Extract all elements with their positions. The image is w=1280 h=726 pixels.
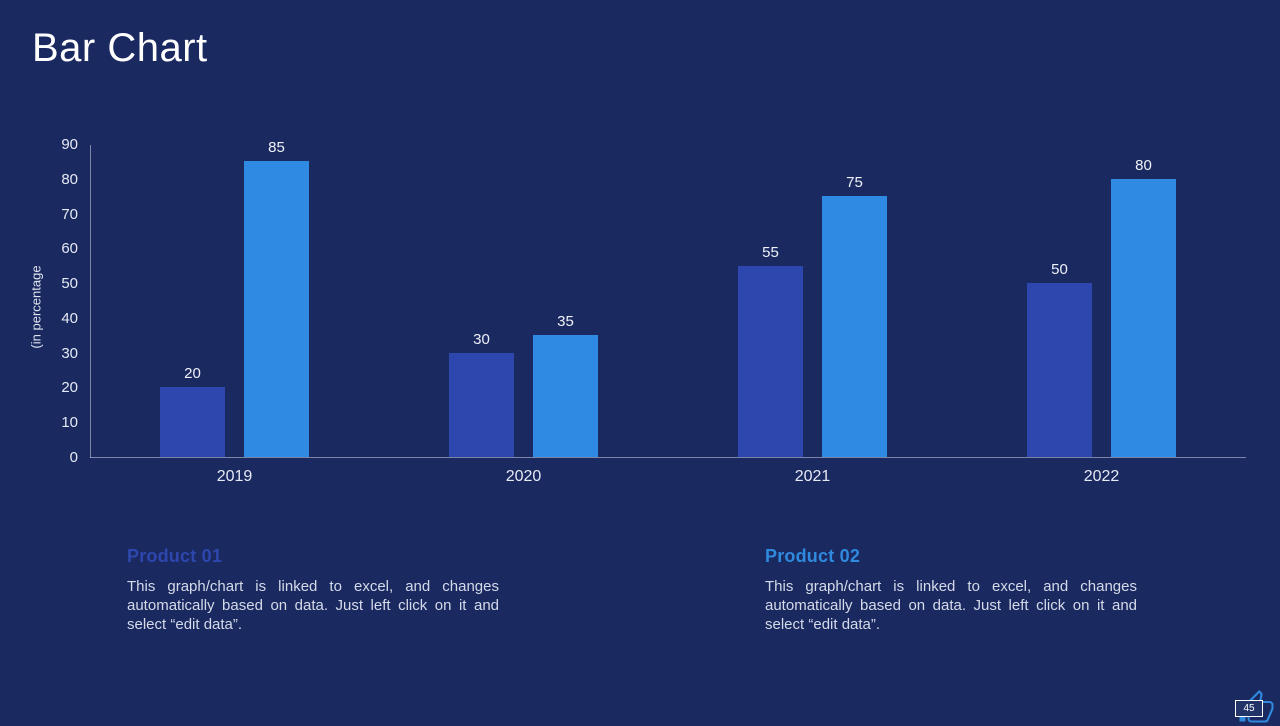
y-tick-label: 60	[61, 240, 78, 258]
note-product-01: Product 01 This graph/chart is linked to…	[127, 546, 499, 634]
bar-value-label: 50	[1051, 261, 1068, 279]
bar-value-label: 20	[184, 365, 201, 383]
x-axis-line	[90, 457, 1246, 458]
note-body-product-01: This graph/chart is linked to excel, and…	[127, 578, 499, 633]
x-tick-label-2022: 2022	[1083, 468, 1120, 485]
page-badge: 45	[1232, 686, 1276, 723]
bar-product-01-2019[interactable]	[160, 387, 225, 457]
y-tick-label: 10	[61, 414, 78, 432]
page-title: Bar Chart	[32, 26, 208, 70]
x-tick-label-2021: 2021	[794, 468, 831, 485]
y-axis-line	[90, 145, 91, 458]
bar-product-02-2022[interactable]	[1111, 178, 1176, 457]
bar-value-label: 75	[846, 174, 863, 192]
bar-value-label: 55	[762, 243, 779, 261]
y-tick-label: 50	[61, 275, 78, 293]
note-product-02: Product 02 This graph/chart is linked to…	[765, 546, 1137, 634]
page-number: 45	[1235, 700, 1263, 717]
y-tick-label: 30	[61, 344, 78, 362]
bar-product-02-2020[interactable]	[533, 335, 598, 457]
bar-value-label: 85	[268, 139, 285, 157]
bar-product-02-2021[interactable]	[822, 196, 887, 457]
y-tick-label: 90	[61, 136, 78, 153]
bar-product-01-2020[interactable]	[449, 352, 514, 457]
y-tick-label: 70	[61, 205, 78, 223]
y-tick-label: 0	[69, 449, 78, 466]
note-heading-product-02: Product 02	[765, 546, 861, 566]
bar-value-label: 30	[473, 330, 490, 348]
note-body-product-02: This graph/chart is linked to excel, and…	[765, 578, 1137, 633]
bar-value-label: 80	[1135, 156, 1152, 174]
y-tick-label: 40	[61, 309, 78, 327]
bar-chart[interactable]: (in percentage 0 10 20 30 40 50 60 70 80 90 2019 20…	[0, 0, 1280, 510]
y-tick-label: 80	[61, 170, 78, 188]
plot-area[interactable]: 0 10 20 30 40 50 60 70 80 90 2019 20 85 2020 30 35 2021 5…	[61, 136, 1246, 485]
bar-product-02-2019[interactable]	[244, 161, 309, 457]
note-heading-product-01: Product 01	[127, 546, 223, 566]
x-tick-label-2020: 2020	[505, 468, 542, 485]
bar-value-label: 35	[557, 313, 574, 331]
bar-product-01-2021[interactable]	[738, 265, 803, 457]
y-tick-label: 20	[61, 379, 78, 397]
x-tick-label-2019: 2019	[216, 468, 253, 485]
bar-product-01-2022[interactable]	[1027, 283, 1092, 457]
